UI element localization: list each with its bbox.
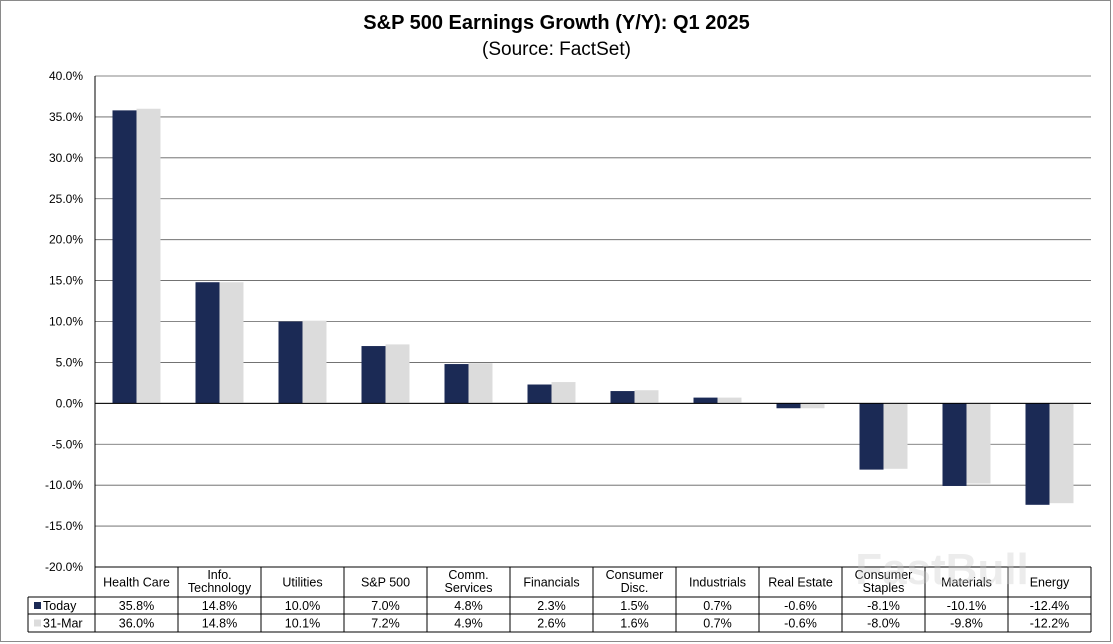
category-label: Industrials bbox=[689, 576, 746, 590]
bar-today bbox=[942, 403, 967, 486]
bar-march bbox=[136, 108, 161, 404]
data-label: -12.4% bbox=[1030, 599, 1070, 613]
data-label: -0.6% bbox=[784, 599, 817, 613]
data-label: 14.8% bbox=[202, 599, 237, 613]
data-label: 4.8% bbox=[454, 599, 483, 613]
bar-march bbox=[385, 344, 410, 404]
category-label: Consumer bbox=[855, 568, 913, 582]
y-tick-label: -10.0% bbox=[45, 478, 83, 492]
data-label: -8.0% bbox=[867, 617, 900, 631]
y-tick-label: 10.0% bbox=[49, 315, 83, 329]
data-label: 2.3% bbox=[537, 599, 566, 613]
data-label: 7.0% bbox=[371, 599, 400, 613]
bar-march bbox=[1049, 403, 1074, 504]
data-label: 1.6% bbox=[620, 617, 649, 631]
category-label: Utilities bbox=[282, 576, 322, 590]
bar-today bbox=[527, 384, 552, 404]
bar-today bbox=[444, 364, 469, 404]
bar-march bbox=[883, 403, 908, 469]
category-label: Info. bbox=[207, 568, 231, 582]
y-tick-label: -20.0% bbox=[45, 560, 83, 574]
y-tick-label: 15.0% bbox=[49, 274, 83, 288]
category-label: Real Estate bbox=[768, 576, 833, 590]
data-label: 10.0% bbox=[285, 599, 320, 613]
y-tick-label: -5.0% bbox=[52, 437, 84, 451]
data-label: 2.6% bbox=[537, 617, 566, 631]
category-label: Technology bbox=[188, 581, 252, 595]
y-tick-label: 20.0% bbox=[49, 233, 83, 247]
category-label: Disc. bbox=[621, 581, 649, 595]
data-label: -10.1% bbox=[947, 599, 987, 613]
watermark: FastBull bbox=[855, 545, 1029, 594]
chart-subtitle: (Source: FactSet) bbox=[482, 39, 631, 60]
data-label: -12.2% bbox=[1030, 617, 1070, 631]
bar-march bbox=[551, 382, 576, 404]
bar-today bbox=[195, 282, 220, 404]
bar-today bbox=[776, 403, 801, 409]
bar-march bbox=[800, 403, 825, 409]
data-label: -9.8% bbox=[950, 617, 983, 631]
data-table: Health Care Info.Technology Utilities S&P 5… bbox=[27, 566, 1092, 633]
category-label: Staples bbox=[863, 581, 905, 595]
y-tick-label: 40.0% bbox=[49, 69, 83, 83]
data-label: 1.5% bbox=[620, 599, 649, 613]
bar-today bbox=[610, 391, 635, 404]
bar-march bbox=[717, 397, 742, 404]
category-label: Health Care bbox=[103, 576, 170, 590]
data-label: 4.9% bbox=[454, 617, 483, 631]
category-label: Energy bbox=[1030, 576, 1070, 590]
legend-swatch-march bbox=[34, 619, 41, 627]
data-label: 36.0% bbox=[119, 617, 154, 631]
data-label: 0.7% bbox=[703, 599, 732, 613]
y-tick-label: 0.0% bbox=[56, 396, 84, 410]
bar-today bbox=[693, 397, 718, 404]
bar-march bbox=[302, 320, 327, 404]
y-tick-label: 30.0% bbox=[49, 151, 83, 165]
y-tick-label: 25.0% bbox=[49, 192, 83, 206]
data-label: 0.7% bbox=[703, 617, 732, 631]
data-label: 35.8% bbox=[119, 599, 154, 613]
y-tick-label: 35.0% bbox=[49, 110, 83, 124]
bar-today bbox=[278, 321, 303, 404]
legend-label: 31-Mar bbox=[43, 617, 83, 631]
category-label: Materials bbox=[941, 576, 992, 590]
data-label: 14.8% bbox=[202, 617, 237, 631]
bars bbox=[112, 108, 1074, 505]
data-label: -8.1% bbox=[867, 599, 900, 613]
legend-label: Today bbox=[43, 599, 77, 613]
bar-march bbox=[966, 403, 991, 484]
legend-swatch-today bbox=[34, 602, 41, 609]
gridlines bbox=[95, 75, 1091, 568]
bar-today bbox=[361, 346, 386, 404]
category-label: Comm. bbox=[448, 568, 488, 582]
bar-today bbox=[112, 110, 137, 404]
category-label: Financials bbox=[523, 576, 579, 590]
data-label: 10.1% bbox=[285, 617, 320, 631]
y-tick-label: 5.0% bbox=[56, 355, 84, 369]
data-label: 7.2% bbox=[371, 617, 400, 631]
category-label: Services bbox=[445, 581, 493, 595]
chart-title: S&P 500 Earnings Growth (Y/Y): Q1 2025 bbox=[363, 12, 750, 34]
y-axis: 40.0% 35.0% 30.0% 25.0% 20.0% 15.0% 10.0% 5.0% 0… bbox=[45, 69, 1091, 574]
bar-march bbox=[219, 282, 244, 404]
y-tick-label: -15.0% bbox=[45, 519, 83, 533]
bar-march bbox=[634, 390, 659, 404]
bar-today bbox=[1025, 403, 1050, 505]
category-label: S&P 500 bbox=[361, 576, 410, 590]
category-label: Consumer bbox=[606, 568, 664, 582]
bar-march bbox=[468, 363, 493, 404]
bar-today bbox=[859, 403, 884, 470]
data-label: -0.6% bbox=[784, 617, 817, 631]
